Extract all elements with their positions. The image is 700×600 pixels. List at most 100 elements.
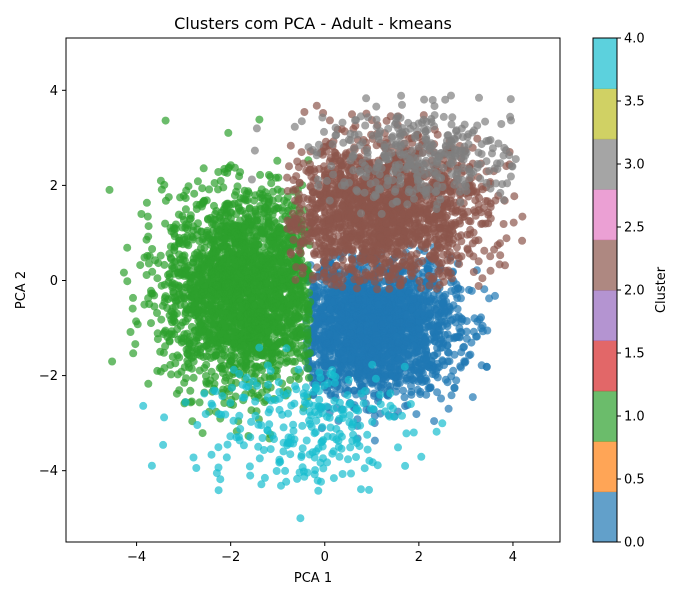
scatter-point-cluster-1 <box>241 267 250 276</box>
scatter-point-cluster-1 <box>207 295 216 304</box>
scatter-point-cluster-1 <box>268 187 277 196</box>
scatter-point-cluster-0 <box>472 332 481 341</box>
scatter-point-cluster-1 <box>157 315 166 324</box>
scatter-point-cluster-1 <box>248 221 257 230</box>
scatter-point-cluster-1 <box>198 184 207 193</box>
scatter-point-cluster-0 <box>437 394 445 403</box>
scatter-point-cluster-0 <box>401 310 410 319</box>
scatter-point-cluster-0 <box>399 386 408 395</box>
scatter-point-cluster-1 <box>180 378 189 387</box>
scatter-point-cluster-0 <box>424 384 433 393</box>
scatter-point-cluster-0 <box>326 330 334 339</box>
scatter-point-cluster-1 <box>230 339 239 348</box>
scatter-point-cluster-0 <box>407 381 415 390</box>
scatter-point-cluster-1 <box>200 287 209 296</box>
scatter-point-cluster-1 <box>160 180 169 189</box>
scatter-point-cluster-0 <box>444 404 453 413</box>
scatter-point-cluster-1 <box>194 316 203 325</box>
scatter-point-cluster-1 <box>173 370 182 379</box>
scatter-point-cluster-1 <box>240 186 249 195</box>
scatter-point-cluster-0 <box>327 289 336 298</box>
scatter-point-cluster-1 <box>265 223 274 232</box>
scatter-point-cluster-0 <box>361 296 370 305</box>
scatter-point-cluster-0 <box>312 286 321 295</box>
scatter-point-cluster-1 <box>230 273 239 282</box>
scatter-point-cluster-1 <box>153 309 161 317</box>
scatter-point-cluster-0 <box>348 294 356 303</box>
scatter-point-cluster-0 <box>319 348 328 357</box>
scatter-point-cluster-0 <box>380 368 389 377</box>
scatter-point-cluster-2 <box>433 130 442 139</box>
scatter-point-cluster-1 <box>200 197 209 206</box>
scatter-point-cluster-1 <box>288 357 297 366</box>
scatter-point-cluster-1 <box>236 206 245 215</box>
scatter-point-cluster-1 <box>129 293 137 302</box>
scatter-point-cluster-1 <box>272 278 281 287</box>
scatter-point-cluster-1 <box>264 327 272 336</box>
scatter-point-cluster-1 <box>205 185 214 194</box>
scatter-point-cluster-0 <box>379 296 388 305</box>
scatter-point-cluster-1 <box>182 220 191 229</box>
scatter-point-cluster-1 <box>299 344 308 353</box>
scatter-point-cluster-1 <box>278 203 287 212</box>
scatter-point-cluster-1 <box>189 373 198 382</box>
scatter-point-cluster-1 <box>108 357 117 366</box>
scatter-point-cluster-1 <box>262 279 271 288</box>
scatter-point-cluster-1 <box>237 321 245 330</box>
scatter-point-cluster-0 <box>402 376 411 385</box>
scatter-point-cluster-1 <box>275 338 284 347</box>
scatter-point-cluster-1 <box>259 208 268 217</box>
scatter-point-cluster-1 <box>251 317 259 326</box>
scatter-point-cluster-1 <box>131 340 140 349</box>
scatter-point-cluster-0 <box>330 297 338 306</box>
scatter-point-cluster-1 <box>305 288 314 297</box>
scatter-point-cluster-1 <box>295 325 304 334</box>
scatter-point-cluster-1 <box>164 270 172 279</box>
scatter-point-cluster-1 <box>274 194 283 203</box>
scatter-point-cluster-1 <box>229 220 238 229</box>
scatter-point-cluster-1 <box>204 263 213 272</box>
scatter-point-cluster-1 <box>159 348 168 357</box>
scatter-point-cluster-1 <box>128 304 137 313</box>
scatter-point-cluster-0 <box>363 327 372 335</box>
scatter-point-cluster-0 <box>393 306 402 315</box>
scatter-point-cluster-1 <box>259 243 268 252</box>
scatter-point-cluster-1 <box>136 261 145 270</box>
scatter-point-cluster-0 <box>421 337 430 346</box>
scatter-point-cluster-1 <box>192 200 201 209</box>
scatter-point-cluster-1 <box>258 191 267 199</box>
scatter-point-cluster-0 <box>438 356 447 365</box>
scatter-point-cluster-1 <box>176 193 185 202</box>
scatter-point-cluster-1 <box>198 309 207 318</box>
scatter-point-cluster-1 <box>187 274 196 283</box>
scatter-point-cluster-1 <box>144 232 153 241</box>
scatter-point-cluster-1 <box>167 307 176 316</box>
scatter-point-cluster-0 <box>448 315 457 324</box>
scatter-point-cluster-0 <box>485 294 494 303</box>
scatter-point-cluster-0 <box>346 329 355 338</box>
scatter-point-cluster-1 <box>202 377 211 386</box>
scatter-point-cluster-0 <box>459 343 468 352</box>
scatter-point-cluster-0 <box>334 315 343 324</box>
scatter-point-cluster-1 <box>186 386 195 395</box>
scatter-point-cluster-0 <box>443 322 452 331</box>
scatter-point-cluster-1 <box>256 308 265 317</box>
scatter-point-cluster-0 <box>342 338 351 347</box>
scatter-point-cluster-0 <box>417 308 426 317</box>
scatter-point-cluster-1 <box>234 198 243 207</box>
scatter-point-cluster-0 <box>354 369 363 378</box>
scatter-point-cluster-1 <box>156 367 165 376</box>
scatter-point-cluster-0 <box>397 327 406 335</box>
scatter-point-cluster-0 <box>404 350 413 359</box>
scatter-point-cluster-0 <box>403 333 411 341</box>
scatter-point-cluster-1 <box>219 258 227 267</box>
scatter-point-cluster-0 <box>432 367 441 376</box>
scatter-point-cluster-2 <box>518 236 527 245</box>
scatter-point-cluster-1 <box>123 243 132 252</box>
scatter-point-cluster-1 <box>147 319 155 328</box>
scatter-point-cluster-1 <box>260 373 269 382</box>
scatter-point-cluster-1 <box>198 429 207 438</box>
scatter-point-cluster-0 <box>331 342 340 351</box>
scatter-point-cluster-1 <box>199 353 208 361</box>
scatter-point-cluster-0 <box>412 410 421 419</box>
